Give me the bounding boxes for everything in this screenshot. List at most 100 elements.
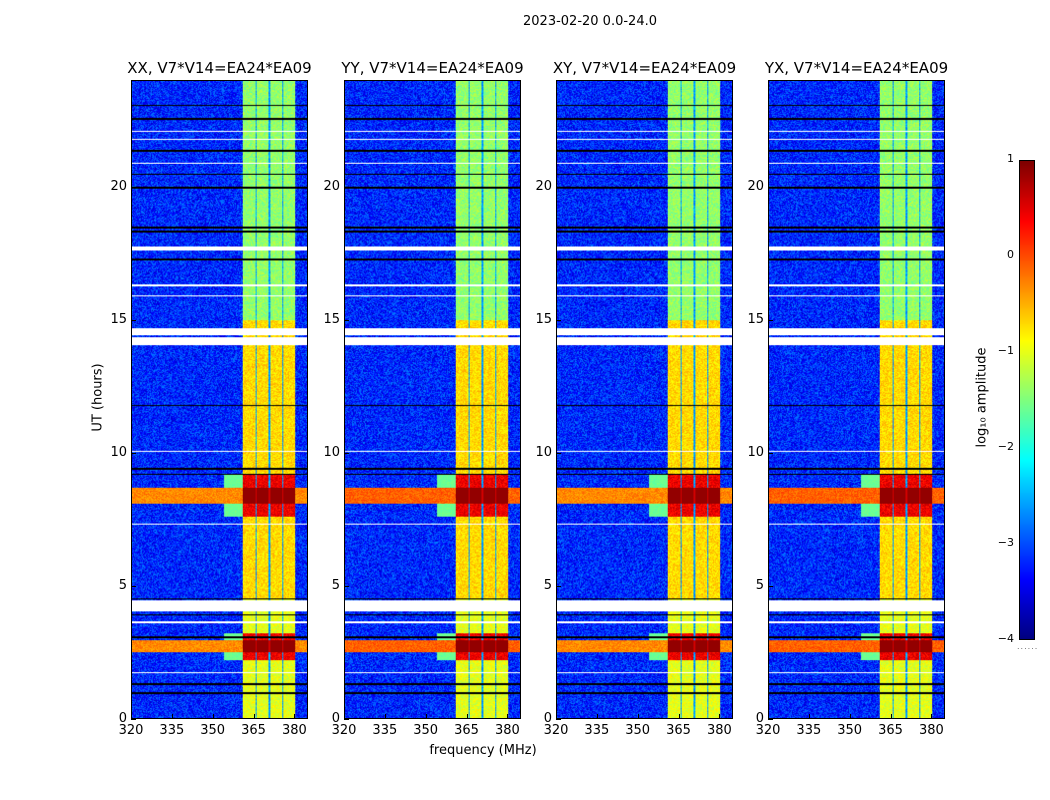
spectrogram-panel-4	[768, 80, 945, 719]
y-tick-label: 15	[535, 311, 552, 327]
y-tick-label: 0	[118, 711, 127, 726]
colorbar-tick-label: 0	[1007, 248, 1014, 261]
y-tick-mark	[556, 585, 561, 587]
x-tick-label: 320	[118, 723, 144, 738]
x-tick-label: 335	[372, 723, 398, 738]
x-tick-mark	[890, 714, 892, 719]
colorbar-tick-label: −4	[997, 632, 1014, 645]
x-tick-mark	[466, 714, 468, 719]
y-tick-mark	[556, 719, 561, 720]
x-tick-mark	[171, 714, 173, 719]
y-tick-label: 15	[323, 311, 340, 327]
x-tick-label: 350	[837, 723, 863, 738]
x-tick-mark	[294, 714, 296, 719]
panel-title-2: YY, V7*V14=EA24*EA09	[341, 59, 524, 77]
spectrogram-image	[132, 81, 307, 718]
x-tick-mark	[253, 714, 255, 719]
x-tick-label: 335	[796, 723, 822, 738]
x-tick-mark	[212, 714, 214, 719]
figure-title: 2023-02-20 0.0-24.0	[523, 14, 657, 29]
x-tick-mark	[768, 714, 769, 719]
y-tick-label: 20	[110, 178, 127, 194]
x-tick-mark	[678, 714, 680, 719]
x-tick-mark	[637, 714, 639, 719]
y-tick-mark	[768, 319, 773, 321]
colorbar-tick-label: −3	[997, 536, 1014, 549]
y-tick-mark	[344, 452, 349, 454]
y-tick-mark	[131, 186, 136, 188]
x-tick-label: 380	[281, 723, 307, 738]
y-tick-label: 15	[110, 311, 127, 327]
y-tick-label: 5	[331, 577, 340, 593]
x-tick-label: 365	[241, 723, 266, 738]
y-tick-mark	[344, 585, 349, 587]
y-tick-mark	[131, 319, 136, 321]
x-tick-mark	[344, 714, 345, 719]
y-tick-mark	[344, 186, 349, 188]
colorbar-gradient	[1020, 161, 1034, 639]
colorbar-tick-label: 1	[1007, 152, 1014, 165]
x-tick-label: 350	[200, 723, 226, 738]
y-tick-mark	[768, 585, 773, 587]
spectrogram-image	[557, 81, 732, 718]
y-tick-mark	[768, 186, 773, 188]
y-tick-mark	[344, 319, 349, 321]
x-tick-mark	[384, 714, 386, 719]
spectrogram-image	[769, 81, 944, 718]
y-tick-label: 10	[110, 444, 127, 460]
y-tick-label: 5	[755, 577, 764, 593]
y-tick-mark	[556, 452, 561, 454]
x-tick-label: 365	[454, 723, 479, 738]
y-tick-label: 15	[747, 311, 764, 327]
x-tick-label: 320	[543, 723, 569, 738]
y-tick-label: 10	[747, 444, 764, 460]
x-axis-label: frequency (MHz)	[429, 743, 537, 758]
y-tick-label: 5	[118, 577, 127, 593]
colorbar-tick-label: −1	[997, 344, 1014, 357]
x-tick-label: 350	[625, 723, 651, 738]
y-axis-label: UT (hours)	[90, 363, 106, 432]
y-tick-mark	[344, 719, 349, 720]
x-tick-label: 380	[494, 723, 520, 738]
x-tick-mark	[131, 714, 132, 719]
x-tick-mark	[808, 714, 810, 719]
y-tick-label: 0	[755, 711, 764, 726]
panel-title-1: XX, V7*V14=EA24*EA09	[127, 59, 312, 77]
y-tick-mark	[131, 452, 136, 454]
spectrogram-panel-2	[344, 80, 521, 719]
panel-title-4: YX, V7*V14=EA24*EA09	[764, 59, 949, 77]
y-tick-label: 5	[543, 577, 552, 593]
x-tick-mark	[425, 714, 427, 719]
colorbar-extend-marker: ......	[1017, 642, 1039, 651]
y-tick-label: 10	[323, 444, 340, 460]
y-tick-mark	[768, 452, 773, 454]
y-tick-mark	[556, 186, 561, 188]
spectrogram-image	[345, 81, 520, 718]
y-tick-mark	[131, 719, 136, 720]
x-tick-mark	[719, 714, 721, 719]
y-tick-mark	[556, 319, 561, 321]
colorbar	[1019, 160, 1035, 640]
y-tick-label: 20	[747, 178, 764, 194]
spectrogram-panel-1	[131, 80, 308, 719]
y-tick-label: 0	[331, 711, 340, 726]
spectrogram-panel-3	[556, 80, 733, 719]
x-tick-mark	[931, 714, 933, 719]
x-tick-label: 380	[918, 723, 944, 738]
colorbar-tick-label: −2	[997, 440, 1014, 453]
y-tick-mark	[768, 719, 773, 720]
x-tick-label: 365	[878, 723, 903, 738]
x-tick-label: 380	[706, 723, 732, 738]
x-tick-mark	[507, 714, 509, 719]
x-tick-mark	[556, 714, 557, 719]
x-tick-label: 350	[413, 723, 439, 738]
x-tick-label: 320	[331, 723, 357, 738]
x-tick-mark	[849, 714, 851, 719]
x-tick-label: 320	[755, 723, 781, 738]
x-tick-label: 335	[159, 723, 185, 738]
y-tick-label: 10	[535, 444, 552, 460]
y-tick-label: 20	[323, 178, 340, 194]
x-tick-label: 365	[666, 723, 691, 738]
y-tick-label: 20	[535, 178, 552, 194]
